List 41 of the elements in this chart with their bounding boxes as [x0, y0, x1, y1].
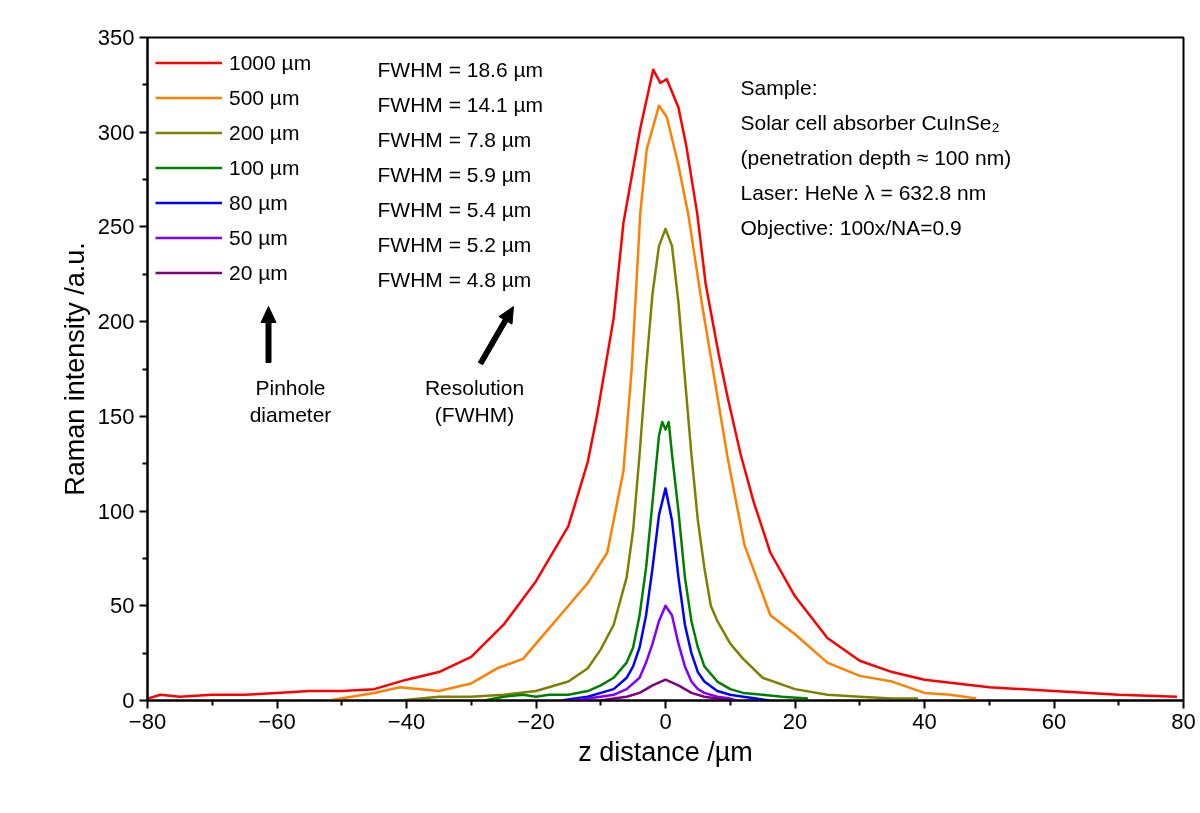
y-tick-label: 250 — [97, 214, 135, 240]
y-tick-label: 150 — [97, 403, 135, 429]
x-tick-label: −20 — [517, 708, 555, 734]
legend-label: 80 µm — [229, 189, 288, 216]
line-series — [567, 604, 738, 701]
annotation: Pinhole diameter — [249, 375, 332, 427]
x-axis-title: z distance /µm — [578, 736, 753, 767]
annotation: FWHM = 5.9 µm — [377, 163, 532, 186]
x-tick-label: 20 — [782, 708, 808, 734]
y-tick-label: 50 — [110, 593, 135, 619]
y-tick-label: 350 — [97, 25, 135, 50]
x-tick-label: 80 — [1171, 708, 1196, 734]
legend-label: 100 µm — [229, 154, 300, 181]
x-tick-label: 40 — [912, 708, 937, 734]
legend-label: 20 µm — [229, 259, 288, 286]
annotation: Resolution (FWHM) — [424, 375, 525, 427]
legend-label: 500 µm — [229, 84, 300, 111]
legend-label: 200 µm — [229, 119, 300, 146]
y-axis-title: Raman intensity /a.u. — [59, 242, 90, 496]
x-tick-label: 0 — [659, 708, 672, 734]
line-series — [599, 678, 732, 701]
annotation: FWHM = 18.6 µm — [377, 58, 544, 81]
y-tick-label: 300 — [97, 119, 135, 145]
legend-label: 50 µm — [229, 224, 288, 251]
annotation: FWHM = 5.4 µm — [377, 198, 532, 221]
annotation: FWHM = 7.8 µm — [377, 128, 532, 151]
y-tick-label: 100 — [97, 498, 135, 524]
y-tick-label: 200 — [97, 309, 135, 335]
annotation: Solar cell absorber CuInSe₂ — [740, 111, 1000, 134]
legend-label: 1000 µm — [229, 49, 312, 76]
annotation: Objective: 100x/NA=0.9 — [740, 216, 962, 239]
x-tick-label: −40 — [387, 708, 426, 734]
line-series — [560, 487, 771, 701]
annotation: (penetration depth ≈ 100 nm) — [740, 146, 1012, 169]
annotation: FWHM = 14.1 µm — [377, 93, 544, 116]
annotation: FWHM = 5.2 µm — [377, 233, 532, 256]
x-tick-label: 60 — [1041, 708, 1067, 734]
annotation: FWHM = 4.8 µm — [377, 268, 532, 291]
x-tick-label: −60 — [258, 708, 296, 734]
annotation: Laser: HeNe λ = 632.8 nm — [740, 181, 987, 204]
annotation: Sample: — [740, 76, 818, 99]
